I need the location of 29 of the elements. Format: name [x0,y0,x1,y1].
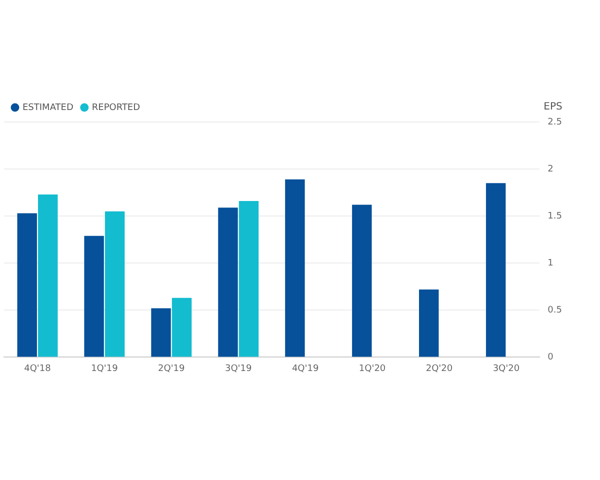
bar [38,194,58,357]
y-tick-label: 1.5 [548,211,562,222]
x-tick-label: 3Q'19 [224,364,252,374]
x-tick-label: 3Q'20 [492,364,520,374]
y-tick-label: 0 [548,352,554,363]
y-tick-label: 2 [548,164,554,174]
bar [285,179,305,357]
bar [352,204,372,357]
x-tick-label: 4Q'18 [24,364,52,374]
y-tick-label: 1 [548,258,554,268]
bar [218,208,238,357]
bar [486,183,506,357]
x-tick-label: 1Q'19 [91,364,118,374]
bar [17,213,37,357]
bar [84,236,104,357]
x-tick-label: 1Q'20 [358,364,386,374]
legend-label: ESTIMATED [22,102,74,113]
x-tick-label: 2Q'19 [158,364,186,374]
y-tick-label: 2.5 [548,117,562,128]
bar [238,201,259,357]
y-axis-title: EPS [544,102,562,113]
x-tick-label: 4Q'19 [292,364,319,374]
x-tick-label: 2Q'20 [426,364,453,374]
y-tick-label: 0.5 [548,306,562,316]
bar [104,211,125,357]
bar [172,298,192,357]
bar [419,289,439,357]
bar [151,308,171,357]
legend-label: REPORTED [92,102,140,113]
